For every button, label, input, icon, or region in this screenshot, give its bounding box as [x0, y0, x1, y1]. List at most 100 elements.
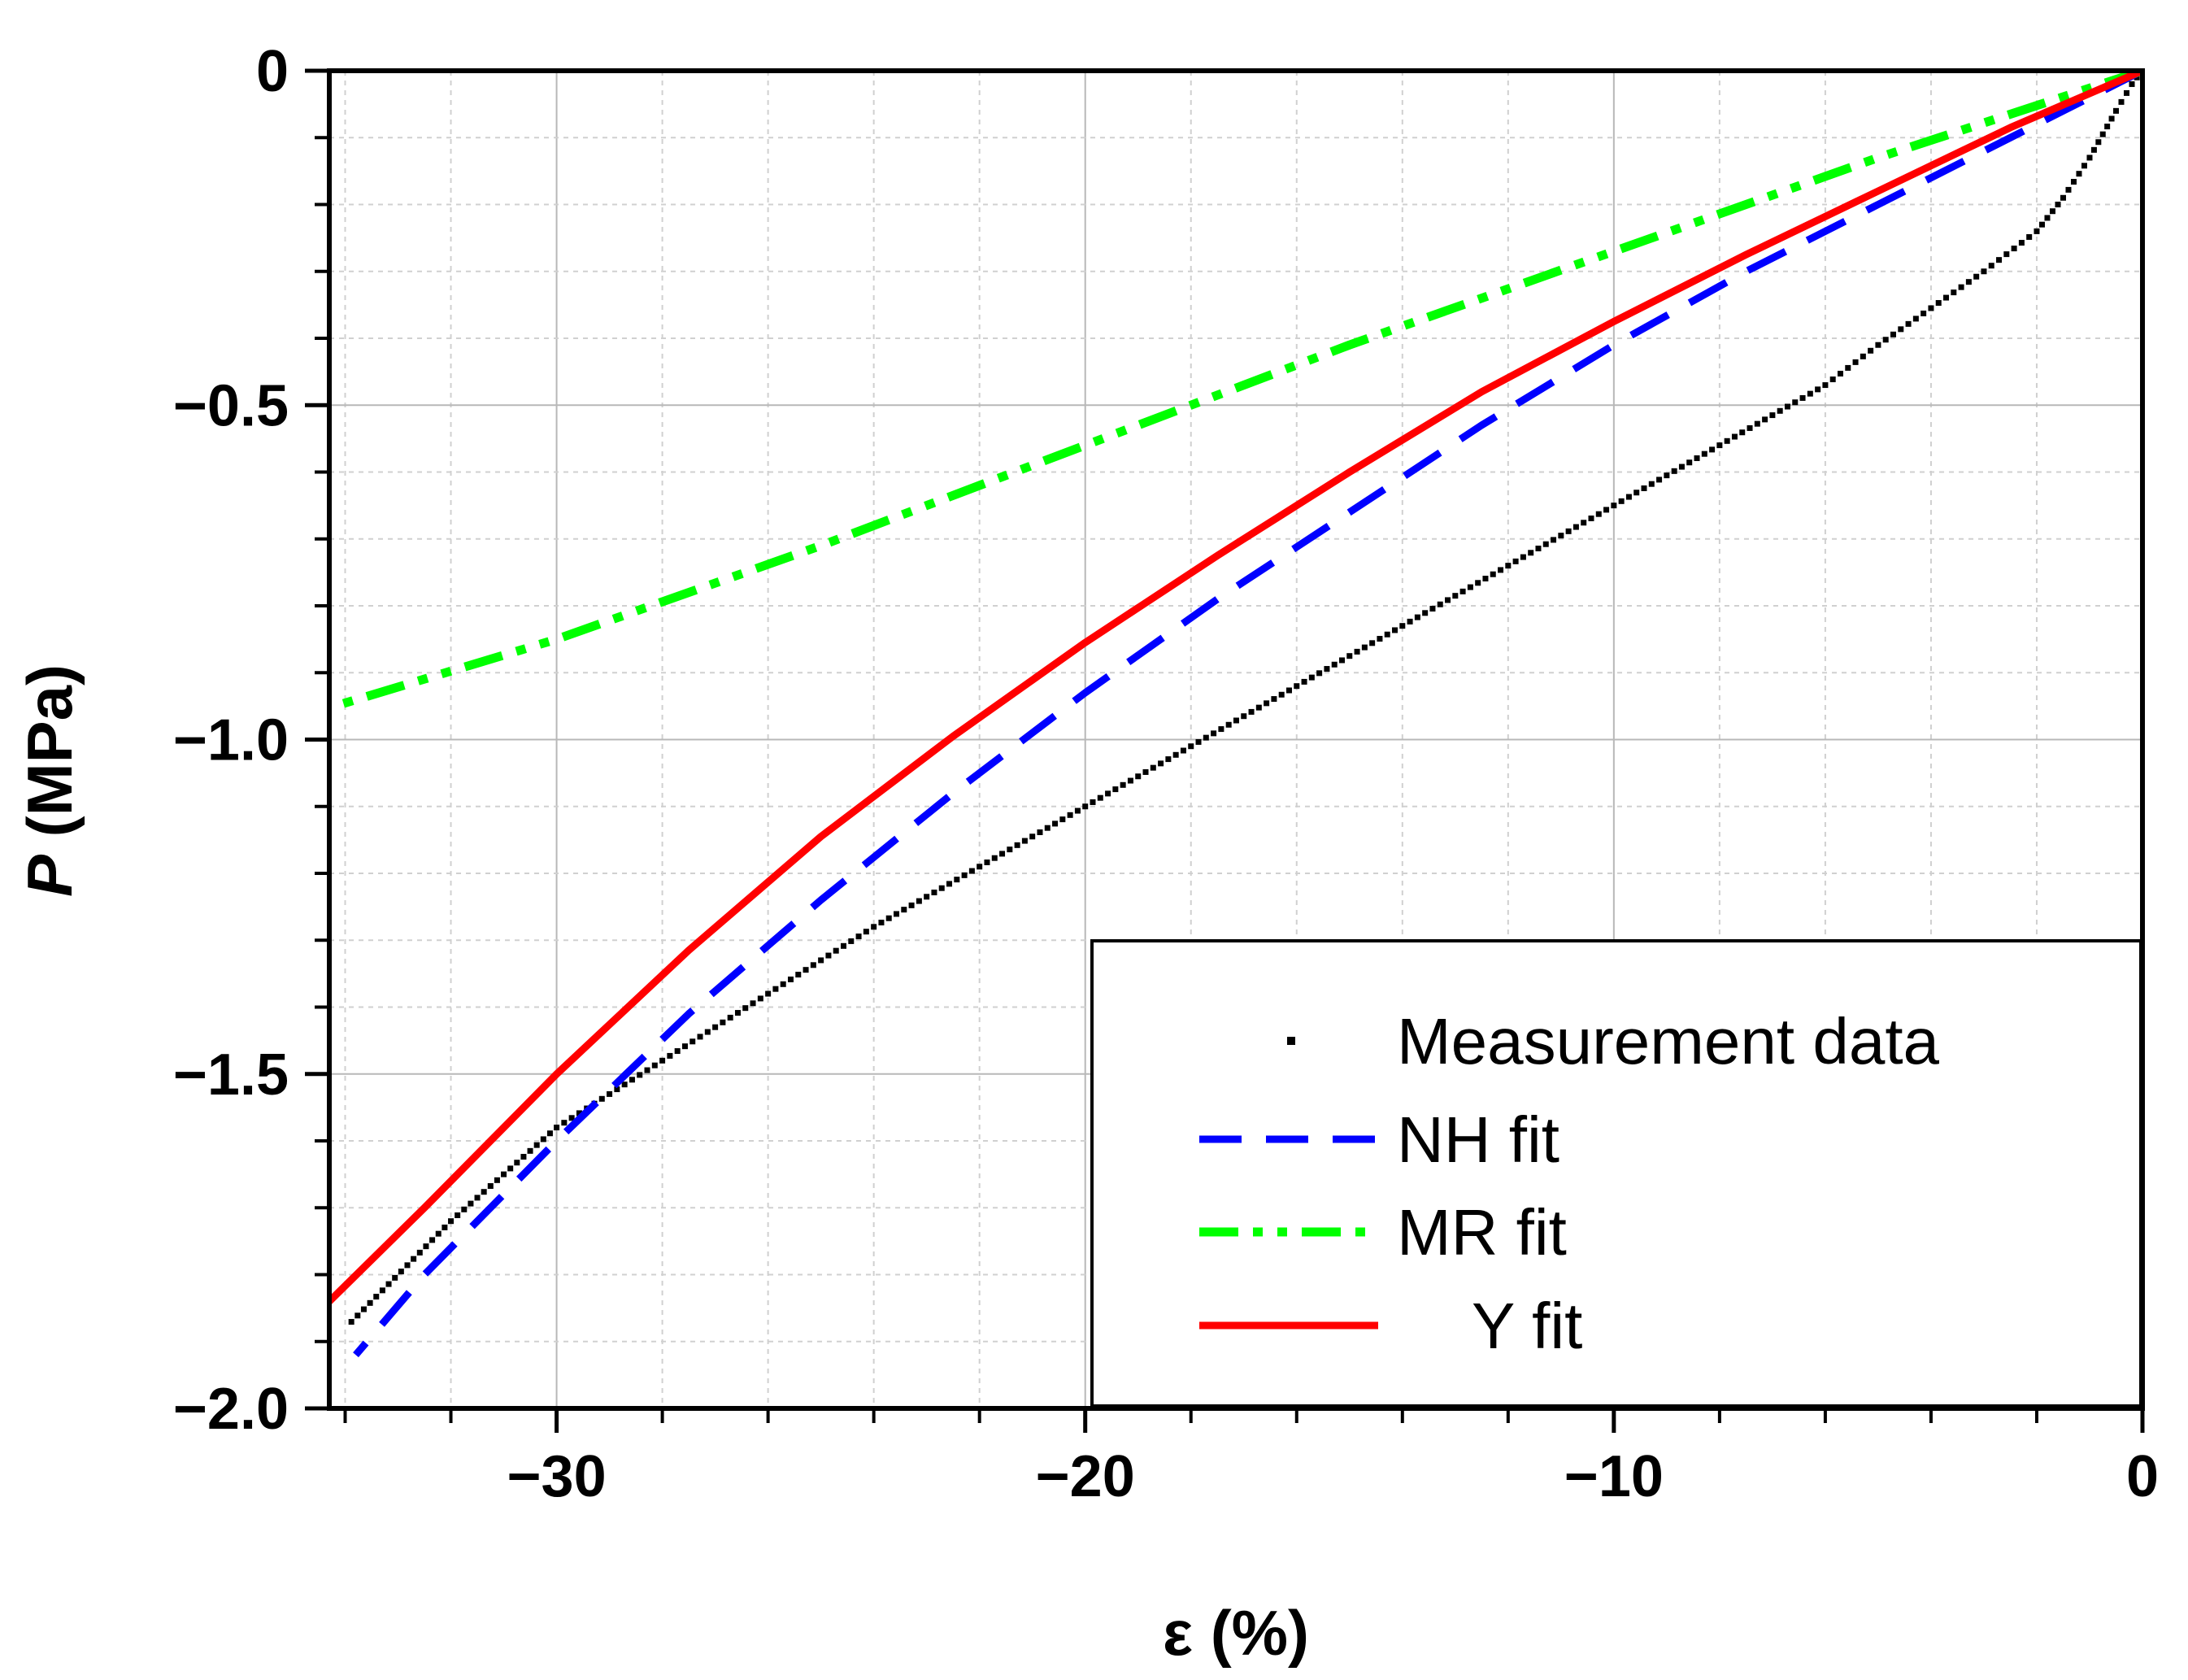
data-point	[1067, 812, 1073, 818]
data-point	[772, 986, 779, 992]
data-point	[712, 1024, 719, 1030]
data-point	[561, 1120, 568, 1126]
data-point	[1973, 273, 1980, 280]
data-point	[2104, 124, 2111, 130]
data-point	[1255, 704, 1262, 711]
data-point	[607, 1090, 613, 1097]
data-point	[659, 1057, 666, 1064]
data-point	[742, 1005, 749, 1012]
data-point	[1127, 777, 1133, 784]
data-point	[1754, 420, 1760, 427]
data-point	[1837, 370, 1843, 376]
data-point	[411, 1256, 417, 1262]
data-point	[423, 1243, 429, 1250]
data-point	[1233, 717, 1239, 724]
data-point	[1920, 310, 1927, 316]
data-point	[1059, 816, 1066, 823]
data-point	[455, 1212, 461, 1219]
series-nh-fit	[353, 71, 2142, 1358]
data-point	[1581, 520, 1587, 526]
legend-items: Measurement data NH fit MR fit Y fit	[1199, 1005, 1940, 1362]
data-point	[1860, 353, 1866, 359]
data-point	[2081, 163, 2087, 169]
series-layer	[329, 71, 2142, 1358]
data-point	[1868, 347, 1874, 354]
data-point	[1829, 376, 1836, 383]
data-point	[1437, 601, 1443, 607]
data-point	[2118, 98, 2125, 105]
data-point	[954, 877, 960, 883]
data-point	[1490, 571, 1496, 577]
y-axis-title-unit: (MPa)	[14, 664, 85, 855]
data-point	[520, 1154, 527, 1160]
data-point	[2112, 107, 2119, 114]
x-axis-title: ε (%)	[1163, 1597, 1309, 1669]
y-tick-label: 0	[256, 39, 289, 104]
data-point	[1520, 554, 1526, 560]
data-point	[1097, 794, 1103, 801]
data-point	[1338, 657, 1345, 664]
data-point	[1890, 331, 1897, 337]
data-point	[2076, 171, 2082, 177]
data-point	[546, 1130, 553, 1137]
data-point	[878, 920, 885, 926]
data-point	[1905, 320, 1912, 327]
data-point	[481, 1189, 487, 1195]
data-point	[2086, 155, 2093, 161]
data-point	[1014, 842, 1020, 848]
data-point	[1852, 359, 1859, 365]
data-point	[1482, 576, 1489, 582]
data-point	[1512, 558, 1519, 564]
data-point	[2123, 89, 2129, 96]
data-point	[757, 995, 763, 1002]
data-point	[507, 1165, 514, 1172]
data-point	[1459, 588, 1466, 594]
data-point	[2026, 233, 2033, 240]
data-point	[1558, 533, 1564, 539]
data-point	[468, 1200, 474, 1207]
data-point	[404, 1262, 411, 1269]
data-point	[554, 1125, 560, 1131]
data-point	[2049, 208, 2055, 215]
legend-swatch-measurement-data	[1287, 1037, 1295, 1045]
data-point	[1898, 326, 1904, 333]
x-tick-label: −20	[1036, 1444, 1135, 1509]
data-point	[398, 1269, 404, 1275]
data-point	[984, 859, 990, 865]
data-point	[1467, 584, 1473, 590]
data-point	[474, 1195, 481, 1201]
data-point	[1784, 403, 1790, 410]
data-point	[442, 1224, 448, 1230]
ticks	[305, 68, 2145, 1433]
data-point	[1958, 284, 1964, 290]
data-point	[2099, 131, 2106, 137]
data-point	[1799, 394, 1806, 401]
data-point	[1399, 623, 1406, 629]
data-point	[1203, 734, 1209, 741]
data-point	[727, 1014, 733, 1021]
data-point	[367, 1299, 373, 1306]
x-tick-label: 0	[2126, 1444, 2159, 1509]
data-point	[1308, 674, 1315, 681]
data-point	[681, 1043, 688, 1050]
data-point	[1392, 627, 1398, 633]
legend: Measurement data NH fit MR fit Y fit	[1090, 939, 2142, 1408]
data-point	[644, 1067, 650, 1073]
data-point	[1709, 446, 1716, 453]
data-point	[494, 1177, 500, 1183]
data-point	[863, 929, 869, 935]
x-tick-label: −10	[1564, 1444, 1664, 1509]
data-point	[2018, 240, 2025, 246]
data-point	[968, 868, 975, 874]
data-point	[2060, 194, 2066, 201]
tick-labels: −30 −20 −10 0 0 −0.5 −1.0 −1.5 −2.0	[173, 39, 2159, 1509]
data-point	[533, 1142, 540, 1148]
data-point	[461, 1206, 468, 1212]
data-point	[2055, 202, 2061, 207]
data-point	[501, 1171, 507, 1177]
data-point	[825, 952, 832, 959]
data-point	[787, 976, 794, 982]
data-point	[651, 1062, 658, 1068]
data-point	[1301, 678, 1307, 685]
data-point	[1021, 838, 1028, 844]
